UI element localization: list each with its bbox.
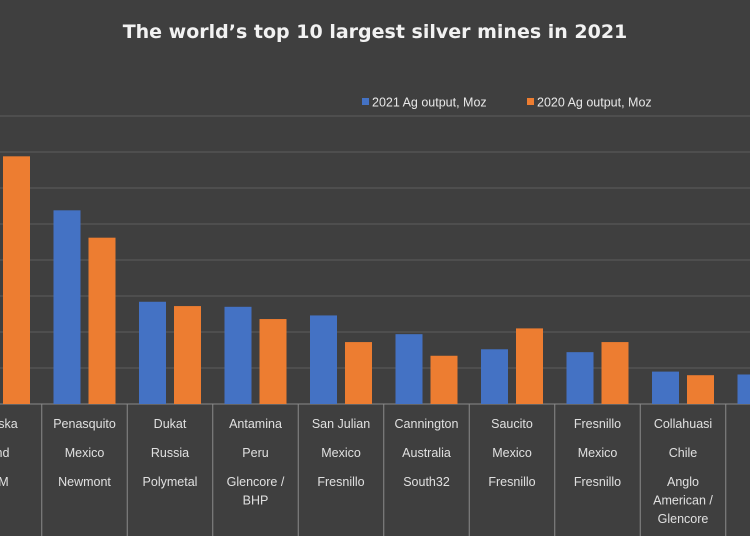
legend-swatch: [362, 98, 369, 105]
category-owner-label: American /: [653, 494, 713, 508]
bar-2020-1: [3, 156, 30, 404]
category-country-label: Russia: [151, 446, 189, 460]
category-owner-label: HM: [0, 475, 9, 489]
category-mine-label: Saucito: [491, 417, 533, 431]
bar-2021-4: [224, 306, 252, 404]
category-owner-label: Polymetal: [143, 475, 198, 489]
category-owner-label: Fresnillo: [317, 475, 364, 489]
category-mine-label: Antamina: [229, 417, 282, 431]
legend-swatch: [527, 98, 534, 105]
bar-2020-6: [430, 355, 458, 404]
category-mine-label: Polska: [0, 417, 18, 431]
bar-2021-3: [139, 301, 166, 404]
category-country-label: Mexico: [578, 446, 618, 460]
bar-2021-7: [481, 349, 508, 404]
legend: 2021 Ag output, Moz 2020 Ag output, Moz: [362, 96, 652, 110]
category-owner-label: BHP: [243, 494, 269, 508]
bar-2021-2: [53, 210, 81, 404]
category-country-label: and: [0, 446, 9, 460]
bar-2021-10: [737, 374, 750, 404]
category-mine-label: Penasquito: [53, 417, 116, 431]
bar-2020-4: [259, 319, 287, 404]
bar-2020-5: [345, 342, 372, 404]
bar-2020-9: [687, 375, 714, 404]
bar-2021-6: [395, 334, 423, 404]
chart-title: The world’s top 10 largest silver mines …: [123, 21, 628, 43]
legend-label: 2020 Ag output, Moz: [537, 96, 652, 110]
bar-2021-9: [652, 371, 679, 404]
category-country-label: Mexico: [65, 446, 105, 460]
category-country-label: Chile: [669, 446, 698, 460]
category-table: Polska and HM Penasquito Mexico Newmont Dukat R…: [0, 404, 727, 536]
category-owner-label: Newmont: [58, 475, 111, 489]
category-mine-label: Fresnillo: [574, 417, 621, 431]
category-owner-label: Anglo: [667, 475, 699, 489]
category-owner-label: Fresnillo: [574, 475, 621, 489]
category-owner-label: Glencore /: [227, 475, 285, 489]
category-mine-label: Collahuasi: [654, 417, 712, 431]
legend-label: 2021 Ag output, Moz: [372, 96, 487, 110]
category-country-label: Mexico: [321, 446, 361, 460]
category-country-label: Mexico: [492, 446, 532, 460]
category-country-label: Australia: [402, 446, 451, 460]
category-mine-label: Cannington: [395, 417, 459, 431]
category-owner-label: South32: [403, 475, 450, 489]
bar-2020-3: [174, 306, 201, 404]
bar-2020-8: [601, 342, 629, 404]
bar-2021-5: [310, 315, 337, 404]
category-mine-label: Dukat: [154, 417, 187, 431]
category-mine-label: San Julian: [312, 417, 370, 431]
bars: [3, 156, 750, 404]
category-country-label: Peru: [242, 446, 268, 460]
bar-2020-7: [516, 328, 543, 404]
bar-2020-2: [88, 237, 116, 404]
category-owner-label: Fresnillo: [488, 475, 535, 489]
gridlines: [0, 115, 750, 405]
category-owner-label: Glencore: [658, 512, 709, 526]
bar-2021-8: [566, 352, 594, 404]
